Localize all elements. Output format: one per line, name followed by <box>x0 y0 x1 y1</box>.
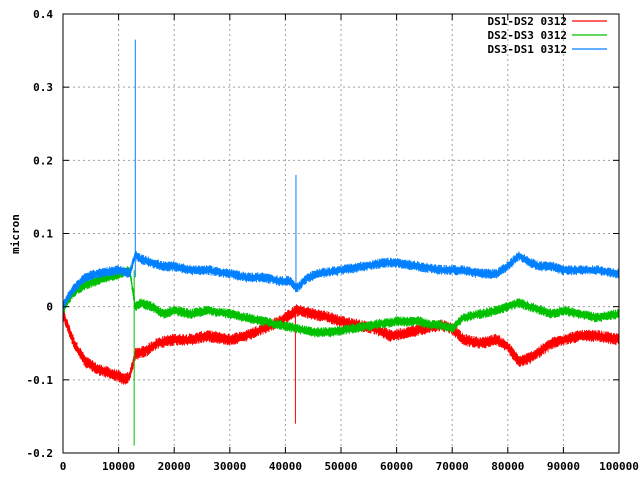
grid <box>63 14 619 453</box>
series-3-line <box>62 254 620 307</box>
y-tick-label: -0.2 <box>27 447 54 460</box>
x-tick-label: 90000 <box>547 460 580 473</box>
series-1-line <box>62 309 620 381</box>
legend-label: DS2-DS3 0312 <box>488 29 567 42</box>
x-tick-label: 70000 <box>436 460 469 473</box>
x-tick-label: 100000 <box>599 460 639 473</box>
y-tick-label: 0.3 <box>33 81 53 94</box>
series-2-band <box>62 266 620 338</box>
legend-label: DS1-DS2 0312 <box>488 15 567 28</box>
x-tick-label: 80000 <box>491 460 524 473</box>
x-tick-label: 60000 <box>380 460 413 473</box>
x-tick-label: 50000 <box>324 460 357 473</box>
x-tick-label: 20000 <box>158 460 191 473</box>
tick-labels: 0 10000 20000 30000 40000 50000 60000 70000 8000… <box>27 8 639 473</box>
legend-label: DS3-DS1 0312 <box>488 43 567 56</box>
y-axis-label: micron <box>9 214 22 254</box>
x-tick-label: 40000 <box>269 460 302 473</box>
y-tick-label: -0.1 <box>27 374 54 387</box>
series-layer <box>62 39 620 446</box>
x-tick-label: 10000 <box>102 460 135 473</box>
y-tick-label: 0 <box>46 301 53 314</box>
y-tick-label: 0.4 <box>33 8 53 21</box>
y-tick-label: 0.2 <box>33 154 53 167</box>
ticks <box>62 13 620 454</box>
x-tick-label: 30000 <box>213 460 246 473</box>
y-tick-label: 0.1 <box>33 228 53 241</box>
x-tick-label: 0 <box>60 460 67 473</box>
